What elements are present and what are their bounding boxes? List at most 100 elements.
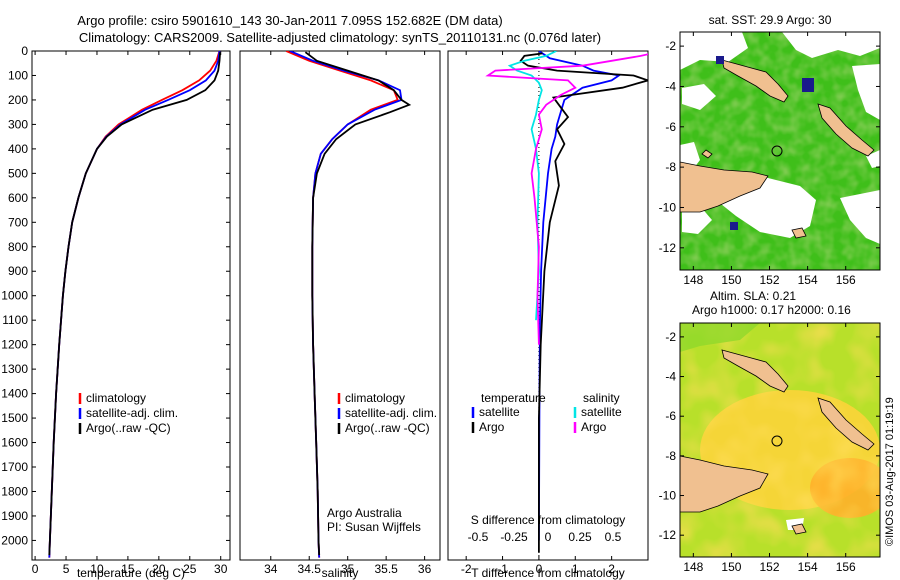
depth-tick-label: 300 [8,117,28,131]
map-y-tick-label: -2 [665,330,676,344]
series-line [304,51,412,556]
x-tick-label: 2 [608,562,615,576]
legend-label: satellite-adj. clim. [345,406,437,420]
map-x-tick-label: 152 [760,273,780,287]
x-tick-label: 20 [152,562,166,576]
x-tick-label: 15 [121,562,135,576]
difference-panel: -2 -1 0 1 2 -0.5 -0.25 0 0.25 0.5 S difference fr… [447,50,649,580]
map-x-tick-label: 148 [683,560,703,574]
top-tick-label: -0.5 [468,530,489,544]
x-tick-label: 0 [536,562,543,576]
depth-tick-label: 1200 [1,338,28,352]
legend-label: satellite-adj. clim. [86,406,178,420]
figure-title-line2: Climatology: CARS2009. Satellite-adjuste… [79,30,601,45]
series-line [538,51,622,541]
legend-label: satellite [581,405,622,419]
depth-tick-label: 1800 [1,484,28,498]
legend-title-salinity: salinity [583,391,620,405]
x-tick-label: 10 [90,562,104,576]
map-x-tick-label: 156 [836,560,856,574]
x-tick-label: 25 [183,562,197,576]
sst-bright-cell-2 [716,56,724,64]
salinity-x-ticks: 34 34.5 35 35.5 36 [264,51,432,576]
difference-x-ticks: -2 -1 0 1 2 -0.5 -0.25 0 0.25 0.5 [461,51,622,576]
sst-map-panel: sat. SST: 29.9 Argo: 30 [659,13,881,287]
sla-map-panel: Altim. SLA: 0.21 Argo h1000: 0.17 h2000:… [659,289,881,574]
depth-tick-label: 1600 [1,436,28,450]
map-x-tick-label: 150 [721,273,741,287]
map-y-tick-label: -4 [665,370,676,384]
depth-tick-label: 1300 [1,362,28,376]
copyright-stamp: ©IMOS 03-Aug-2017 01:19:19 [884,397,896,546]
x-tick-label: 36 [418,562,432,576]
depth-tick-label: 1000 [1,289,28,303]
map-y-tick-label: -10 [659,200,677,214]
difference-plot-frame [447,50,649,561]
salinity-x-label: salinity [322,566,359,580]
map-x-tick-label: 154 [798,273,818,287]
credit-argo-australia: Argo Australia [327,506,402,520]
x-tick-label: -1 [497,562,508,576]
depth-tick-label: 900 [8,264,28,278]
x-tick-label: 34.5 [298,562,322,576]
sla-map-frame [679,322,881,558]
sst-map-title: sat. SST: 29.9 Argo: 30 [709,13,832,27]
x-tick-label: 34 [264,562,278,576]
salinity-plot-frame [239,50,441,561]
depth-tick-label: 1900 [1,509,28,523]
series-line [48,52,221,556]
x-tick-label: 35.5 [374,562,398,576]
depth-tick-label: 2000 [1,533,28,547]
t-difference-label: T difference from climatology [471,566,625,580]
sst-map-y-ticks: -2 -4 -6 -8 -10 -12 [659,39,880,255]
map-y-tick-label: -6 [665,120,676,134]
series-line [485,53,648,345]
map-y-tick-label: -2 [665,39,676,53]
sla-map-title-line2: Argo h1000: 0.17 h2000: 0.16 [692,303,851,317]
sst-bright-cell-3 [730,222,738,230]
legend-label: satellite [479,405,520,419]
legend-label: Argo(..raw -QC) [86,421,171,435]
sla-low-region [680,323,760,352]
top-tick-label: 0.5 [605,530,622,544]
legend-label: Argo(..raw -QC) [345,421,430,435]
legend-label: Argo [479,420,505,434]
map-y-tick-label: -4 [665,79,676,93]
legend-label: climatology [345,391,405,405]
x-tick-label: 35 [341,562,355,576]
x-tick-label: 0 [32,562,39,576]
sla-map-title-line1: Altim. SLA: 0.21 [710,289,796,303]
legend-label: Argo [581,420,607,434]
map-x-tick-label: 154 [798,560,818,574]
credit-pi-name: PI: Susan Wijffels [327,520,421,534]
depth-tick-label: 700 [8,215,28,229]
difference-legend: temperature salinitysatelliteArgosatellit… [471,391,622,434]
figure-title-line1: Argo profile: csiro 5901610_143 30-Jan-2… [77,13,502,28]
sla-land [680,349,875,535]
depth-tick-label: 800 [8,240,28,254]
depth-tick-label: 1400 [1,387,28,401]
depth-tick-label: 200 [8,93,28,107]
argo-position-marker-sst [771,145,783,157]
sla-map-x-ticks: 148 150 152 154 156 [683,323,856,574]
x-tick-label: 30 [214,562,228,576]
sla-field-texture [680,323,880,557]
x-tick-label: -2 [461,562,472,576]
depth-tick-label: 1500 [1,411,28,425]
legend-title-temperature: temperature [481,391,546,405]
s-difference-label: S difference from climatology [471,513,626,527]
map-x-tick-label: 148 [683,273,703,287]
x-tick-label: 1 [572,562,579,576]
salinity-panel: 34 34.5 35 35.5 36 salinity climatologysatel… [239,50,441,580]
top-tick-label: -0.25 [500,530,528,544]
sst-map-frame [679,31,881,271]
x-tick-label: 5 [63,562,70,576]
depth-tick-label: 400 [8,142,28,156]
argo-position-marker-sla [771,435,783,447]
map-x-tick-label: 152 [760,560,780,574]
map-x-tick-label: 150 [721,560,741,574]
temperature-panel: 0100200300400500600700800900100011001200… [1,44,648,580]
map-y-tick-label: -6 [665,409,676,423]
map-y-tick-label: -8 [665,160,676,174]
depth-tick-label: 1100 [2,313,28,327]
